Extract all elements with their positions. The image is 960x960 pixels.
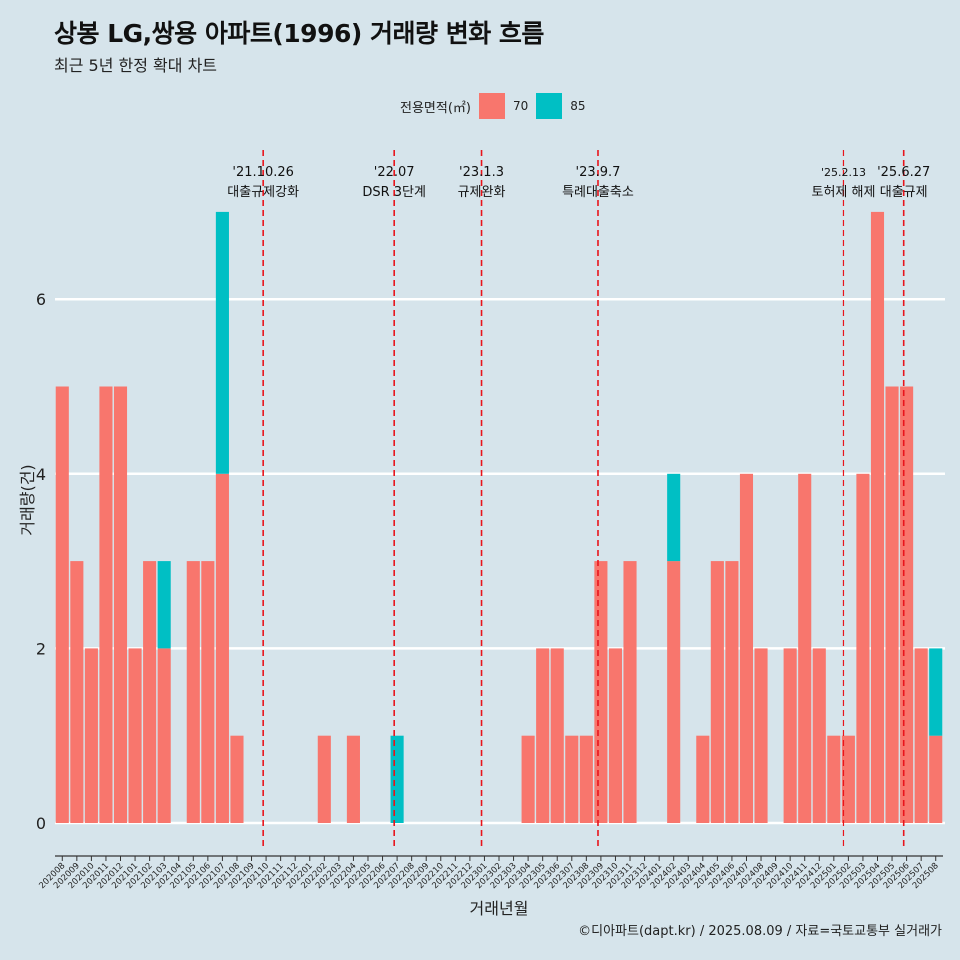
- bar-70: [143, 561, 157, 823]
- bar-70: [667, 561, 681, 823]
- bar-70: [99, 386, 113, 823]
- source-caption: ©디아파트(dapt.kr) / 2025.08.09 / 자료=국토교통부 실…: [578, 924, 942, 939]
- bar-85: [390, 735, 404, 823]
- legend-label-70: 70: [512, 99, 529, 113]
- y-tick-label: 2: [36, 639, 46, 658]
- bar-70: [900, 386, 914, 823]
- event-date: '23.1.3: [459, 165, 504, 180]
- bar-70: [827, 735, 841, 823]
- legend-label-85: 85: [570, 99, 586, 113]
- y-tick-label: 0: [36, 814, 46, 833]
- bar-70: [230, 735, 244, 823]
- bar-70: [754, 648, 768, 823]
- chart-title: 상봉 LG,쌍용 아파트(1996) 거래량 변화 흐름: [54, 19, 544, 48]
- bar-70: [317, 735, 331, 823]
- bar-70: [739, 473, 754, 823]
- event-label: 토허제 해제: [811, 185, 875, 200]
- y-tick-label: 6: [36, 290, 46, 309]
- legend-swatch-85: [536, 93, 563, 119]
- bar-70: [565, 735, 579, 823]
- bar-70: [346, 735, 360, 823]
- y-axis-title: 거래량(건): [18, 464, 37, 535]
- event-label: 규제완화: [458, 185, 506, 200]
- bar-70: [725, 561, 739, 823]
- legend-title: 전용면적(㎡): [400, 100, 471, 116]
- bar-70: [710, 561, 724, 823]
- bar-85: [667, 473, 681, 562]
- event-label: 대출규제강화: [227, 185, 299, 200]
- bar-70: [550, 648, 564, 823]
- bar-70: [841, 735, 855, 823]
- bar-85: [929, 648, 943, 736]
- legend-swatch-70: [478, 93, 505, 119]
- event-date: '21.10.26: [232, 165, 293, 180]
- event-date: '22.07: [374, 165, 415, 180]
- bar-70: [579, 735, 593, 823]
- event-label: DSR 3단계: [362, 185, 426, 200]
- bar-70: [885, 386, 899, 823]
- bar-70: [812, 648, 826, 823]
- x-axis-title: 거래년월: [470, 899, 529, 918]
- bar-70: [201, 561, 215, 823]
- event-date: '25.2.13: [821, 166, 866, 179]
- bar-70: [55, 386, 69, 823]
- bar-70: [113, 386, 128, 823]
- bar-70: [623, 561, 637, 823]
- event-date: '25.6.27: [877, 165, 930, 180]
- bar-70: [70, 561, 84, 823]
- bar-70: [128, 648, 142, 823]
- bar-70: [215, 473, 229, 823]
- y-tick-label: 4: [36, 465, 46, 484]
- bar-70: [521, 735, 535, 823]
- bar-70: [186, 561, 200, 823]
- bar-70: [914, 648, 928, 823]
- bar-70: [536, 648, 550, 823]
- bar-70: [594, 561, 608, 823]
- bar-70: [798, 473, 812, 823]
- bar-70: [870, 211, 885, 823]
- bar-70: [783, 648, 797, 823]
- chart-subtitle: 최근 5년 한정 확대 차트: [54, 56, 218, 75]
- event-label: 특례대출축소: [562, 185, 634, 200]
- bar-70: [696, 735, 710, 823]
- bar-70: [929, 735, 943, 823]
- bar-85: [157, 561, 171, 649]
- bar-70: [856, 473, 870, 823]
- bar-85: [215, 211, 229, 474]
- legend: 전용면적(㎡) 70 85: [400, 93, 594, 119]
- event-date: '23.9.7: [576, 165, 621, 180]
- bar-70: [84, 648, 98, 823]
- bar-70: [157, 648, 171, 823]
- bar-70: [608, 648, 623, 823]
- event-label: 대출규제: [880, 185, 928, 200]
